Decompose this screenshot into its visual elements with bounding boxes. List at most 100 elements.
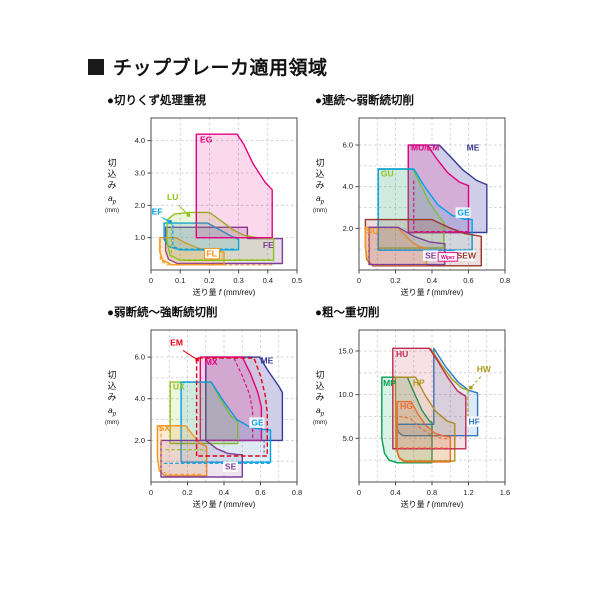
y-tick-label: 3.0 bbox=[135, 168, 145, 177]
y-tick-label: 2.0 bbox=[135, 201, 145, 210]
leader-marker bbox=[186, 213, 191, 217]
chart-subtitle: ●弱断続〜強断続切削 bbox=[107, 307, 218, 319]
dashed-boundary bbox=[159, 239, 274, 266]
chart-canvas-rough-heavy: HF HW MP HP HU HG 0 0.4 0.8 1.2 1.6 5.0 10.0 15.0 送り量 … bbox=[313, 329, 510, 509]
label-bg bbox=[455, 207, 471, 218]
regions bbox=[381, 347, 479, 464]
x-tick-label: 0 bbox=[149, 488, 153, 497]
x-axis-label: 送り量 f (mm/rev) bbox=[401, 287, 464, 297]
svg-text:み: み bbox=[315, 180, 324, 190]
chart-subtitle: ●切りくず処理重視 bbox=[107, 95, 206, 107]
y-tick-label: 4.0 bbox=[135, 394, 145, 403]
region-HW bbox=[430, 347, 470, 392]
region-MX bbox=[199, 356, 263, 442]
chart-canvas-continuous: ME MU/EM GU GE SEW SU SE Wiper 0 0.2 0.4 0.6 0.8 2.0 4… bbox=[313, 117, 510, 297]
chart-subtitle: ●粗〜重切削 bbox=[315, 307, 380, 319]
x-tick-label: 0.4 bbox=[390, 488, 400, 497]
y-axis-label: 切込み ap (mm) bbox=[105, 158, 119, 214]
y-tick-label: 15.0 bbox=[338, 346, 353, 355]
dashed-boundary bbox=[378, 240, 473, 251]
chart-canvas-chip-control: FE FL EF LU EG 0 0.1 0.2 0.3 0.4 0.5 1.0 2.0 3.0 4.0 送り… bbox=[105, 117, 303, 297]
region-SU bbox=[364, 226, 428, 266]
x-tick-label: 0.8 bbox=[500, 276, 510, 285]
badge-label: Wiper bbox=[441, 255, 455, 261]
region-label-MX: MX bbox=[205, 357, 218, 367]
label-leader bbox=[470, 376, 482, 388]
x-tick-label: 0 bbox=[357, 276, 361, 285]
y-tick-label: 4.0 bbox=[343, 182, 353, 191]
region-EM bbox=[195, 357, 268, 457]
axis-ticks: 0 0.4 0.8 1.2 1.6 5.0 10.0 15.0 bbox=[338, 346, 510, 497]
x-tick-label: 0 bbox=[149, 276, 153, 285]
region-label-EG: EG bbox=[200, 134, 213, 144]
title-square-icon bbox=[88, 58, 104, 75]
svg-text:み: み bbox=[315, 392, 324, 402]
leader-marker bbox=[195, 357, 199, 362]
axis-ticks: 0 0.2 0.4 0.6 0.8 2.0 4.0 6.0 bbox=[135, 353, 303, 497]
region-label-SE: SE bbox=[225, 462, 237, 472]
chart-rough-heavy: ●粗〜重切削 HF HW MP HP HU HG 0 0.4 0.8 1.2 1.6 5.0 10.0 1… bbox=[303, 304, 515, 518]
x-tick-label: 1.2 bbox=[463, 488, 473, 497]
dashed-boundary bbox=[205, 439, 265, 453]
svg-text:ap: ap bbox=[108, 193, 117, 206]
region-label-SE: SE bbox=[425, 250, 437, 260]
region-label-GE: GE bbox=[458, 207, 471, 217]
region-labels: FE FL EF LU EG bbox=[152, 134, 274, 260]
plot-border bbox=[150, 117, 298, 271]
svg-text:ap: ap bbox=[316, 405, 325, 418]
region-FE bbox=[164, 226, 284, 265]
x-tick-label: 0.4 bbox=[219, 488, 229, 497]
label-bg bbox=[203, 247, 220, 260]
y-tick-label: 2.0 bbox=[343, 224, 353, 233]
x-tick-label: 0.4 bbox=[427, 276, 437, 285]
regions bbox=[159, 133, 284, 266]
y-tick-label: 10.0 bbox=[338, 390, 353, 399]
leader-marker bbox=[168, 220, 172, 224]
region-label-SX: SX bbox=[159, 423, 171, 433]
svg-text:込: 込 bbox=[107, 169, 116, 179]
axis-ticks: 0 0.1 0.2 0.3 0.4 0.5 1.0 2.0 3.0 4.0 bbox=[135, 136, 303, 285]
y-tick-label: 4.0 bbox=[135, 136, 145, 145]
x-tick-label: 0.2 bbox=[390, 276, 400, 285]
region-labels: ME MX UX GE SX SE EM bbox=[159, 338, 274, 473]
y-tick-label: 6.0 bbox=[343, 141, 353, 150]
label-bg bbox=[423, 250, 439, 261]
region-label-MU/EM: MU/EM bbox=[411, 142, 439, 152]
svg-text:切: 切 bbox=[107, 158, 116, 168]
x-tick-label: 0.2 bbox=[182, 488, 192, 497]
region-label-EM: EM bbox=[170, 338, 183, 348]
y-tick-label: 6.0 bbox=[135, 353, 145, 362]
region-HU bbox=[392, 347, 467, 450]
svg-text:込: 込 bbox=[315, 381, 324, 391]
region-label-HP: HP bbox=[413, 377, 425, 387]
svg-text:切: 切 bbox=[315, 158, 324, 168]
region-MP bbox=[381, 376, 433, 464]
label-bg bbox=[249, 417, 265, 428]
region-label-EF: EF bbox=[152, 206, 163, 216]
regions bbox=[156, 356, 284, 478]
label-bg bbox=[466, 416, 482, 427]
svg-text:(mm): (mm) bbox=[105, 420, 119, 426]
leader-marker bbox=[469, 385, 473, 390]
x-tick-label: 0.2 bbox=[204, 276, 214, 285]
region-label-FL: FL bbox=[206, 248, 216, 258]
region-label-LU: LU bbox=[167, 192, 178, 202]
chart-chip-control: ●切りくず処理重視 FE FL EF LU EG 0 0.1 0.2 0.3 0.4 0.5 1.0 2… bbox=[95, 92, 307, 306]
x-tick-label: 0.3 bbox=[233, 276, 243, 285]
region-SE bbox=[160, 439, 243, 478]
label-bg bbox=[222, 461, 238, 473]
svg-text:切: 切 bbox=[315, 370, 324, 380]
label-leader bbox=[182, 349, 198, 360]
svg-text:ap: ap bbox=[108, 405, 117, 418]
region-EF bbox=[163, 222, 240, 251]
svg-text:(mm): (mm) bbox=[313, 420, 327, 426]
svg-text:み: み bbox=[107, 392, 116, 402]
x-axis-label: 送り量 f (mm/rev) bbox=[401, 499, 464, 509]
svg-text:切: 切 bbox=[107, 370, 116, 380]
region-label-HF: HF bbox=[469, 416, 480, 426]
y-tick-label: 2.0 bbox=[135, 436, 145, 445]
region-label-ME: ME bbox=[467, 142, 480, 152]
y-axis-label: 切込み ap (mm) bbox=[313, 370, 327, 426]
region-labels: HF HW MP HP HU HG bbox=[383, 349, 492, 427]
